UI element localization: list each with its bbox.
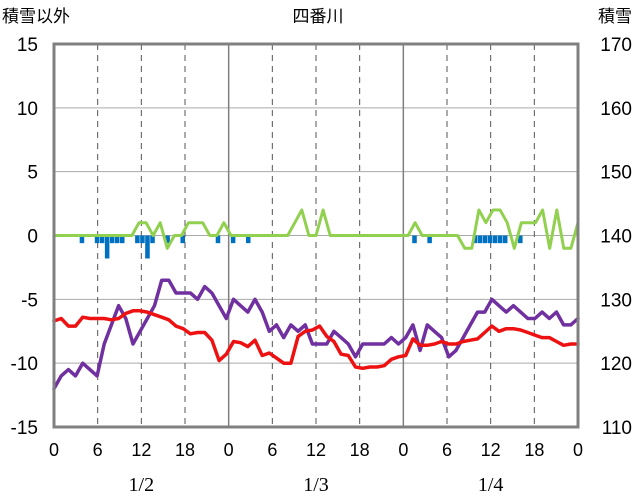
left-tick-label: 5 bbox=[27, 163, 38, 184]
plot-frame bbox=[52, 42, 580, 429]
right-tick-label: 170 bbox=[600, 35, 632, 56]
x-hour-label: 18 bbox=[350, 440, 370, 460]
snowfall-bar bbox=[94, 235, 100, 244]
left-axis-label: 積雪以外 bbox=[2, 7, 70, 27]
snowfall-bar bbox=[104, 235, 110, 259]
x-hour-label: 6 bbox=[267, 440, 277, 460]
snowfall-bar bbox=[109, 235, 115, 244]
right-tick-label: 130 bbox=[600, 290, 632, 311]
left-tick-label: 15 bbox=[17, 35, 38, 56]
snowfall-bar bbox=[99, 235, 105, 244]
snowfall-bar bbox=[497, 235, 503, 244]
x-axis-day-labels: 1/2 1/3 1/4 bbox=[129, 474, 504, 496]
x-hour-label: 0 bbox=[224, 440, 234, 460]
purple-series-line bbox=[52, 278, 580, 391]
snowfall-bar bbox=[114, 235, 120, 244]
snowfall-bar bbox=[150, 235, 155, 244]
snowfall-bar bbox=[412, 235, 417, 244]
snowfall-bars bbox=[79, 235, 523, 259]
x-hour-label: 0 bbox=[398, 440, 408, 460]
x-day-label: 1/2 bbox=[129, 474, 155, 496]
x-hour-label: 12 bbox=[481, 440, 501, 460]
left-tick-label: 0 bbox=[27, 227, 38, 248]
snowfall-bar bbox=[145, 235, 150, 259]
right-tick-label: 110 bbox=[602, 418, 632, 439]
right-tick-label: 150 bbox=[600, 163, 632, 184]
left-axis-ticks: 15 10 5 0 -5 -10 -15 bbox=[11, 35, 38, 439]
x-hour-label: 0 bbox=[49, 440, 59, 460]
snowfall-bar bbox=[180, 235, 185, 244]
x-hour-label: 18 bbox=[524, 440, 544, 460]
snowfall-bar bbox=[165, 235, 170, 244]
x-day-label: 1/4 bbox=[478, 474, 504, 496]
right-axis-ticks: 170 160 150 140 130 120 110 bbox=[600, 35, 632, 439]
snowfall-bar bbox=[502, 235, 508, 244]
red-series-line bbox=[52, 309, 580, 371]
snowfall-bar bbox=[140, 235, 145, 244]
left-tick-label: -10 bbox=[11, 354, 38, 375]
snowfall-bar bbox=[427, 235, 432, 244]
snowfall-bar bbox=[230, 235, 236, 244]
snowfall-bar bbox=[487, 235, 493, 244]
x-axis-hour-ticks: 0 6 12 18 0 6 12 18 0 6 12 18 0 bbox=[49, 440, 583, 460]
snowfall-bar bbox=[215, 235, 221, 244]
snowfall-bar bbox=[492, 235, 498, 244]
right-tick-label: 160 bbox=[600, 99, 632, 120]
snowfall-bar bbox=[245, 235, 251, 244]
snowfall-bar bbox=[135, 235, 140, 244]
snowfall-bar bbox=[482, 235, 488, 244]
snowfall-bar bbox=[477, 235, 483, 244]
chart-title: 四番川 bbox=[293, 7, 344, 27]
green-series-line bbox=[52, 208, 580, 250]
snowfall-bar bbox=[518, 235, 523, 244]
right-axis-label: 積雪 bbox=[598, 7, 632, 27]
series-lines bbox=[52, 208, 580, 391]
x-day-label: 1/3 bbox=[303, 474, 329, 496]
left-tick-label: 10 bbox=[17, 99, 38, 120]
snowfall-bar bbox=[79, 235, 85, 244]
right-tick-label: 120 bbox=[600, 354, 632, 375]
x-hour-label: 12 bbox=[306, 440, 326, 460]
left-tick-label: -5 bbox=[21, 290, 38, 311]
x-hour-label: 12 bbox=[131, 440, 151, 460]
x-hour-label: 0 bbox=[573, 440, 583, 460]
x-hour-label: 6 bbox=[442, 440, 452, 460]
left-tick-label: -15 bbox=[11, 418, 38, 439]
right-tick-label: 140 bbox=[600, 227, 632, 248]
x-hour-label: 6 bbox=[93, 440, 103, 460]
snowfall-bar bbox=[120, 235, 125, 244]
x-hour-label: 18 bbox=[175, 440, 195, 460]
